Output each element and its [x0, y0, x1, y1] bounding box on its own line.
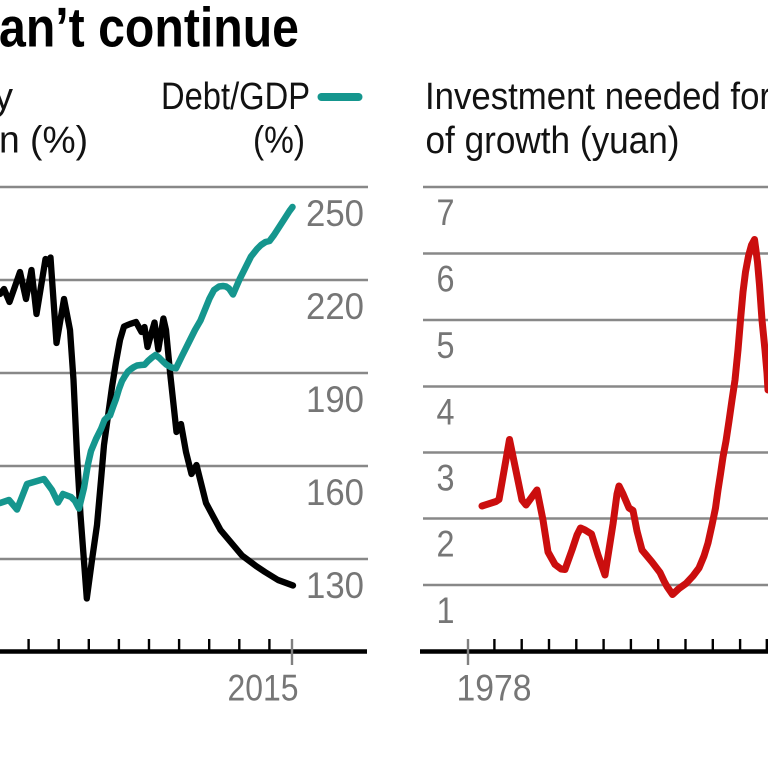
svg-text:ion (%): ion (%)	[0, 120, 88, 162]
svg-text:Debt/GDP: Debt/GDP	[161, 76, 310, 118]
svg-text:220: 220	[306, 286, 364, 327]
svg-text:y: y	[0, 76, 13, 118]
svg-text:3: 3	[437, 458, 455, 499]
svg-text:Investment needed for: Investment needed for	[425, 76, 768, 118]
svg-text:2015: 2015	[228, 668, 299, 709]
svg-text:160: 160	[306, 472, 364, 513]
svg-text:1: 1	[437, 590, 455, 631]
svg-text:2: 2	[437, 524, 455, 565]
svg-text:(%): (%)	[253, 120, 305, 162]
svg-text:130: 130	[306, 565, 364, 606]
svg-text:190: 190	[306, 379, 364, 420]
svg-text:1978: 1978	[457, 668, 532, 709]
svg-text:250: 250	[306, 193, 364, 234]
svg-text:4: 4	[437, 392, 455, 433]
svg-text:5: 5	[437, 325, 455, 366]
svg-text:an’t continue: an’t continue	[0, 0, 299, 59]
svg-text:7: 7	[437, 192, 455, 233]
svg-text:of growth (yuan): of growth (yuan)	[426, 120, 680, 162]
svg-text:6: 6	[437, 259, 455, 300]
